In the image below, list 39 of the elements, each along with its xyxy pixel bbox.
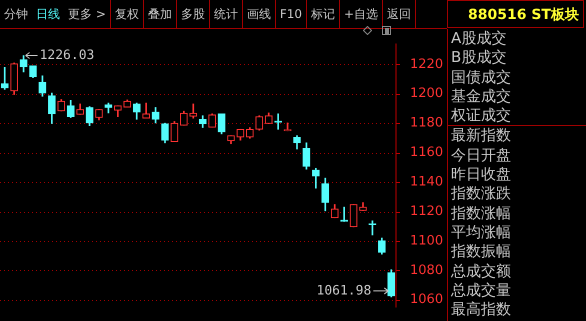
text: 权证成交 bbox=[448, 106, 586, 126]
text: 返回 bbox=[383, 0, 416, 28]
text: 画线 bbox=[242, 0, 276, 28]
text: 昨日收盘 bbox=[450, 165, 512, 184]
y-tick-label: 1160 bbox=[410, 145, 444, 160]
text: +自选 bbox=[340, 0, 384, 28]
text: 平均涨幅 bbox=[450, 222, 512, 242]
text: 分钟 bbox=[3, 6, 29, 23]
text: 复权 bbox=[110, 0, 144, 28]
text: 最新指数 bbox=[450, 126, 512, 146]
y-tick-label: 1080 bbox=[410, 262, 444, 278]
y-tick-label: 1060 bbox=[410, 292, 444, 308]
annotation: 1061.98 bbox=[316, 283, 372, 298]
y-tick-label: 1180 bbox=[410, 116, 444, 131]
text: 标记 bbox=[307, 0, 340, 28]
text: 指数振幅 bbox=[450, 242, 512, 262]
annotation: 1226.03 bbox=[40, 48, 94, 63]
y-tick-label: 1220 bbox=[410, 56, 444, 72]
text: 多股 bbox=[176, 0, 210, 28]
text: 指数涨幅 bbox=[450, 204, 512, 223]
text: B股成交 bbox=[450, 48, 508, 68]
text: 叠加 bbox=[144, 0, 177, 28]
text: 基金成交 bbox=[450, 86, 512, 106]
text: 国债成交 bbox=[450, 68, 512, 87]
text: 更多 > bbox=[64, 0, 111, 28]
text: 今日开盘 bbox=[450, 146, 512, 166]
text: 统计 bbox=[210, 0, 243, 28]
text: A股成交 bbox=[450, 29, 508, 48]
text: 总成交额 bbox=[450, 262, 512, 281]
y-tick-label: 1200 bbox=[410, 86, 444, 102]
text: 最高指数 bbox=[450, 300, 512, 320]
text: 日线 bbox=[35, 6, 61, 23]
text: 指数涨跌 bbox=[450, 184, 512, 204]
y-tick-label: 1140 bbox=[410, 174, 444, 190]
y-tick-label: 1100 bbox=[410, 233, 444, 248]
text: F10 bbox=[276, 0, 308, 28]
text: 总成交量 bbox=[450, 280, 512, 300]
y-tick-label: 1120 bbox=[410, 204, 444, 219]
text: 880516 ST板块 bbox=[447, 0, 584, 28]
